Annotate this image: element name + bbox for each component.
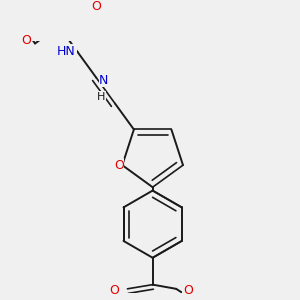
Text: O: O — [109, 284, 119, 297]
Text: H: H — [97, 92, 105, 102]
Text: O: O — [21, 34, 31, 47]
Text: HN: HN — [57, 45, 76, 58]
Text: O: O — [114, 159, 124, 172]
Text: N: N — [99, 74, 109, 87]
Text: O: O — [183, 284, 193, 297]
Text: O: O — [91, 0, 101, 13]
